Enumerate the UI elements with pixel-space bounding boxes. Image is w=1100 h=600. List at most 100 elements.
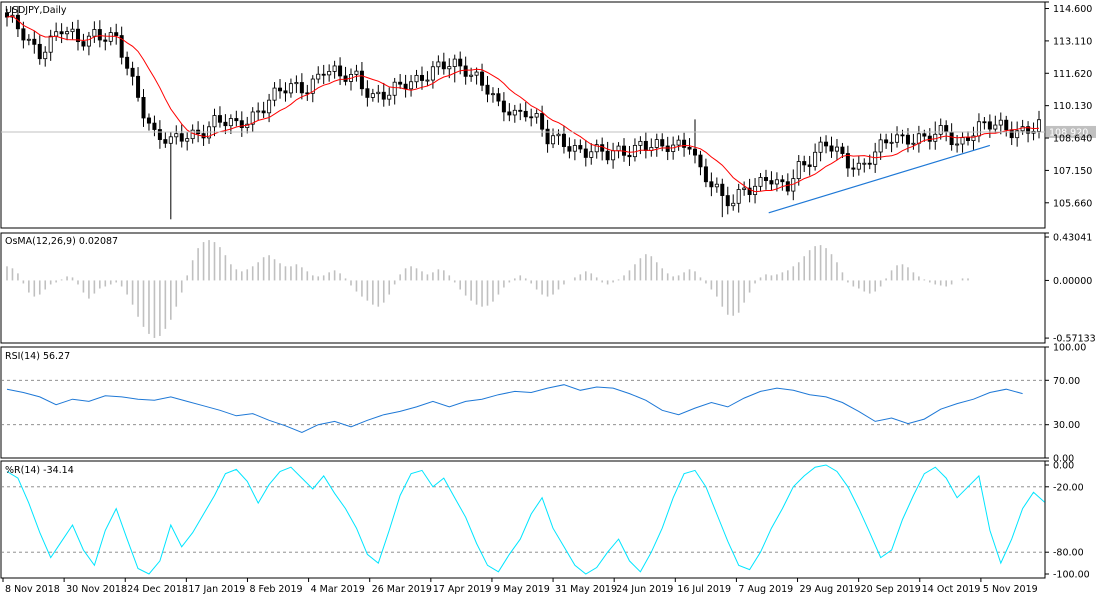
candle-body <box>321 73 326 76</box>
candle-body <box>501 100 506 113</box>
candle-body <box>5 12 10 18</box>
candle-body <box>217 115 222 123</box>
candle-body <box>75 28 80 43</box>
candle-body <box>212 115 217 128</box>
price-tick-label: 114.600 <box>1053 4 1092 15</box>
rsi-tick-label: 100.00 <box>1053 343 1086 354</box>
price-tick-label: 110.130 <box>1053 101 1092 112</box>
candle-body <box>753 185 758 195</box>
candle-body <box>419 74 424 81</box>
candle-body <box>829 145 834 152</box>
candle-body <box>1020 126 1025 132</box>
candle-body <box>807 164 812 167</box>
candle-body <box>534 113 539 118</box>
candle-body <box>185 138 190 142</box>
candle-body <box>611 150 616 161</box>
time-tick-label: 5 Nov 2019 <box>983 584 1038 595</box>
candle-body <box>190 129 195 140</box>
time-tick-label: 31 May 2019 <box>555 584 617 595</box>
candle-body <box>43 51 48 60</box>
candle-body <box>81 41 86 47</box>
williams-r-panel-title: %R(14) -34.14 <box>5 465 74 476</box>
candle-body <box>572 145 577 152</box>
candle-body <box>955 143 960 146</box>
rsi-axis: 100.00 70.00 30.00 0.00 <box>1045 343 1086 465</box>
panel-frames <box>0 1 1049 579</box>
candle-body <box>179 133 184 142</box>
candle-body <box>567 146 572 152</box>
rsi-line <box>6 384 1023 434</box>
time-tick-label: 17 Apr 2019 <box>433 584 492 595</box>
time-tick-label: 16 Jul 2019 <box>677 584 731 595</box>
candle-body <box>447 66 452 70</box>
candle-body <box>403 83 408 90</box>
candle-body <box>818 141 823 153</box>
candle-body <box>436 61 441 68</box>
candle-body <box>141 96 146 119</box>
candle-body <box>976 121 981 137</box>
candle-body <box>119 35 124 58</box>
candle-body <box>130 67 135 77</box>
candle-body <box>163 139 168 144</box>
osma-panel-title: OsMA(12,26,9) 0.02087 <box>5 236 118 247</box>
candle-body <box>944 125 949 133</box>
osma-frame <box>0 232 1046 344</box>
candle-body <box>561 133 566 147</box>
candle-body <box>638 140 643 146</box>
williams-r-line <box>6 464 1045 575</box>
time-tick-label: 20 Sep 2019 <box>861 584 921 595</box>
candle-body <box>693 148 698 156</box>
candle-body <box>545 128 550 145</box>
candle-body <box>900 134 905 137</box>
candle-body <box>256 110 261 113</box>
current-price-label: 108.920 <box>1049 127 1088 138</box>
candle-body <box>824 141 829 147</box>
candle-body <box>283 90 288 94</box>
candle-body <box>616 145 621 152</box>
candle-body <box>507 111 512 116</box>
candle-body <box>785 181 790 192</box>
time-tick-label: 30 Nov 2018 <box>66 584 127 595</box>
candle-body <box>736 189 741 204</box>
candle-body <box>146 117 151 124</box>
candle-body <box>458 58 463 67</box>
candle-body <box>288 83 293 94</box>
price-tick-label: 113.110 <box>1053 36 1092 47</box>
candle-body <box>998 119 1003 126</box>
candle-body <box>387 94 392 100</box>
candle-body <box>496 93 501 102</box>
candle-body <box>92 29 97 37</box>
candle-body <box>709 181 714 188</box>
candle-body <box>796 161 801 180</box>
candle-body <box>359 70 364 90</box>
candle-body <box>834 146 839 152</box>
candle-body <box>747 187 752 195</box>
candle-body <box>338 65 343 77</box>
candle-body <box>1009 129 1014 139</box>
candle-body <box>851 167 856 170</box>
candle-body <box>643 140 648 151</box>
current-price-label-box <box>1046 125 1096 138</box>
candle-body <box>26 38 31 41</box>
williams-r-tick-label: 0.00 <box>1053 461 1074 472</box>
candle-body <box>59 31 64 35</box>
candle-body <box>228 118 233 127</box>
candle-body <box>103 39 108 42</box>
candle-body <box>911 142 916 145</box>
candle-body <box>250 111 255 125</box>
time-tick-label: 7 Aug 2019 <box>738 584 793 595</box>
candle-body <box>605 150 610 161</box>
candle-body <box>267 99 272 114</box>
candle-body <box>48 35 53 53</box>
candle-body <box>65 31 70 35</box>
candle-body <box>867 162 872 165</box>
price-tick-label: 105.660 <box>1053 198 1092 209</box>
candle-body <box>725 195 730 207</box>
williams-r-panel <box>1 464 1045 575</box>
price-panel-title: USDJPY,Daily <box>5 5 67 16</box>
candle-body <box>234 118 239 122</box>
candle-body <box>261 110 266 114</box>
candle-body <box>960 137 965 145</box>
candle-body <box>54 31 59 37</box>
